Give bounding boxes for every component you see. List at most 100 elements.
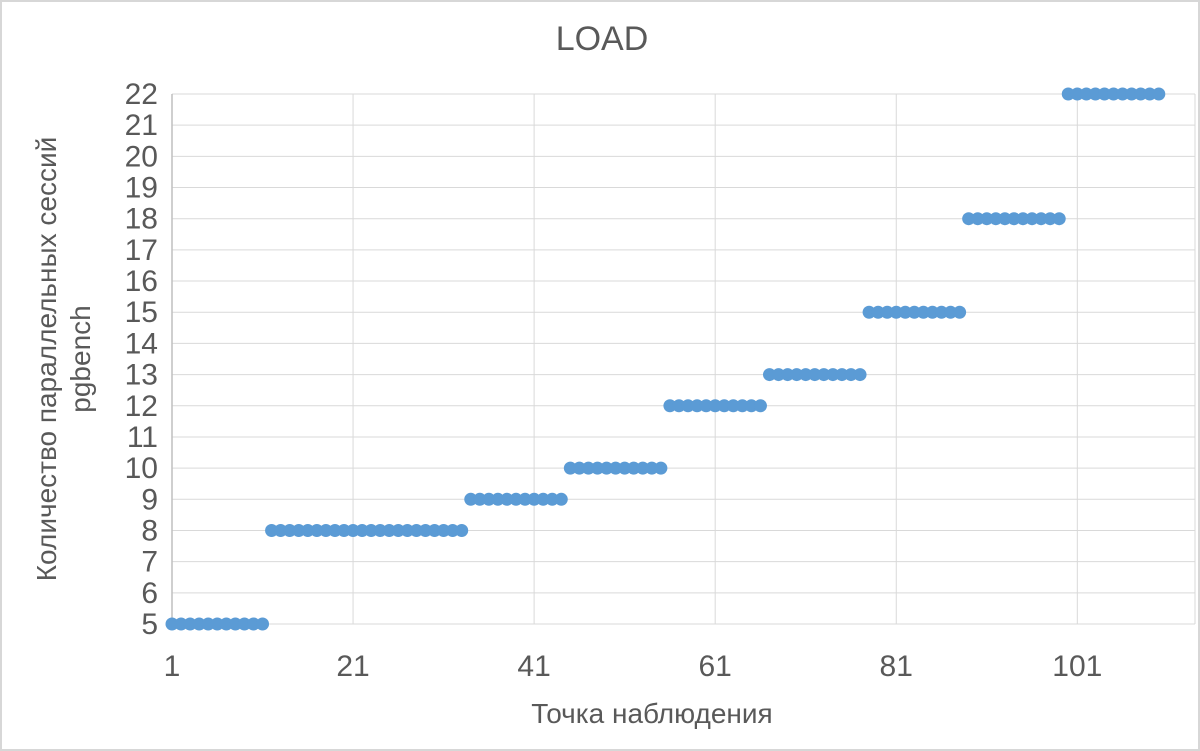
data-point bbox=[464, 492, 478, 506]
y-tick-label: 21 bbox=[125, 109, 158, 142]
data-point bbox=[726, 399, 740, 413]
data-point bbox=[174, 617, 188, 631]
y-tick-label: 8 bbox=[141, 514, 158, 547]
y-tick-label: 12 bbox=[125, 390, 158, 423]
data-point bbox=[346, 523, 360, 537]
y-tick-label: 14 bbox=[125, 327, 158, 360]
data-point bbox=[600, 461, 614, 475]
data-point bbox=[274, 523, 288, 537]
data-point bbox=[1079, 87, 1093, 101]
data-point bbox=[971, 212, 985, 226]
data-point bbox=[826, 368, 840, 382]
data-point bbox=[862, 305, 876, 319]
data-point bbox=[1134, 87, 1148, 101]
data-point bbox=[328, 523, 342, 537]
data-point bbox=[554, 492, 568, 506]
x-tick-label: 61 bbox=[698, 650, 731, 683]
data-point bbox=[301, 523, 315, 537]
data-point bbox=[545, 492, 559, 506]
data-point bbox=[482, 492, 496, 506]
data-point bbox=[627, 461, 641, 475]
data-point bbox=[663, 399, 677, 413]
data-point bbox=[763, 368, 777, 382]
y-tick-label: 5 bbox=[141, 608, 158, 641]
y-tick-label: 15 bbox=[125, 296, 158, 329]
data-point bbox=[835, 368, 849, 382]
data-point bbox=[989, 212, 1003, 226]
data-point bbox=[256, 617, 270, 631]
data-point bbox=[654, 461, 668, 475]
data-point bbox=[1070, 87, 1084, 101]
data-point bbox=[319, 523, 333, 537]
data-point bbox=[1016, 212, 1030, 226]
data-point bbox=[907, 305, 921, 319]
data-point bbox=[581, 461, 595, 475]
data-point bbox=[1152, 87, 1166, 101]
data-point bbox=[1116, 87, 1130, 101]
y-tick-label: 20 bbox=[125, 140, 158, 173]
data-point bbox=[527, 492, 541, 506]
data-point bbox=[772, 368, 786, 382]
data-point bbox=[871, 305, 885, 319]
data-point bbox=[889, 305, 903, 319]
data-point bbox=[916, 305, 930, 319]
data-point bbox=[364, 523, 378, 537]
data-point bbox=[563, 461, 577, 475]
y-tick-label: 17 bbox=[125, 234, 158, 267]
data-point bbox=[609, 461, 623, 475]
data-point bbox=[844, 368, 858, 382]
data-point bbox=[1025, 212, 1039, 226]
data-point bbox=[781, 368, 795, 382]
data-point bbox=[590, 461, 604, 475]
data-point bbox=[1088, 87, 1102, 101]
y-axis-title-line1: Количество параллельных сессий bbox=[31, 136, 62, 582]
data-point bbox=[1097, 87, 1111, 101]
data-point bbox=[636, 461, 650, 475]
x-tick-label: 81 bbox=[880, 650, 913, 683]
data-point bbox=[283, 523, 297, 537]
data-point bbox=[246, 617, 260, 631]
y-tick-label: 18 bbox=[125, 203, 158, 236]
data-point bbox=[744, 399, 758, 413]
data-point bbox=[228, 617, 242, 631]
y-tick-label: 6 bbox=[141, 577, 158, 610]
y-tick-label: 13 bbox=[125, 359, 158, 392]
data-point bbox=[618, 461, 632, 475]
data-point bbox=[409, 523, 423, 537]
x-axis-title: Точка наблюдения bbox=[531, 698, 773, 729]
y-axis-title-line2: pgbench bbox=[65, 305, 96, 413]
data-point bbox=[210, 617, 224, 631]
data-point bbox=[536, 492, 550, 506]
data-point bbox=[980, 212, 994, 226]
data-point bbox=[165, 617, 179, 631]
data-point bbox=[953, 305, 967, 319]
data-point bbox=[418, 523, 432, 537]
data-point bbox=[817, 368, 831, 382]
data-point bbox=[473, 492, 487, 506]
data-point bbox=[998, 212, 1012, 226]
data-point bbox=[355, 523, 369, 537]
data-point bbox=[681, 399, 695, 413]
data-point bbox=[1143, 87, 1157, 101]
data-point bbox=[898, 305, 912, 319]
data-point bbox=[292, 523, 306, 537]
y-tick-label: 9 bbox=[141, 483, 158, 516]
x-tick-label: 41 bbox=[517, 650, 550, 683]
y-tick-label: 7 bbox=[141, 546, 158, 579]
data-point bbox=[735, 399, 749, 413]
data-point bbox=[428, 523, 442, 537]
y-tick-label: 22 bbox=[125, 78, 158, 111]
data-point bbox=[1107, 87, 1121, 101]
y-tick-label: 11 bbox=[127, 421, 158, 454]
data-point bbox=[799, 368, 813, 382]
data-point bbox=[935, 305, 949, 319]
data-point bbox=[880, 305, 894, 319]
data-point bbox=[753, 399, 767, 413]
data-point bbox=[391, 523, 405, 537]
x-tick-label: 21 bbox=[336, 650, 369, 683]
data-point bbox=[518, 492, 532, 506]
data-point bbox=[337, 523, 351, 537]
data-point bbox=[690, 399, 704, 413]
chart-title: LOAD bbox=[555, 20, 649, 58]
